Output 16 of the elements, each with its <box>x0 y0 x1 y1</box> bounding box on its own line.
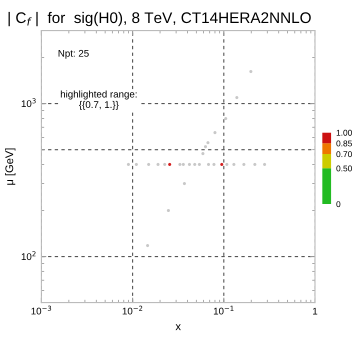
y-tick-label: 10$^{2}$ <box>22 251 36 260</box>
annotation: highlighted range: {{0.7, 1.}} <box>60 90 137 110</box>
color-bar-label: 1.00 <box>336 130 352 136</box>
x-tick-label: 10$^{−3}$ <box>31 306 52 315</box>
x-tick-label: 1 <box>313 308 318 315</box>
y-axis-title: μ [GeV] <box>5 148 16 185</box>
x-tick-label: 10$^{−1}$ <box>214 306 234 315</box>
x-axis-title: x <box>176 324 181 330</box>
chart-title: | C$_{f}$ | for sig(H0), 8 TeV, CT14HERA2NNLO <box>8 12 311 26</box>
annotation: Npt: 25 <box>58 50 89 59</box>
x-tick-label: 10$^{−2}$ <box>122 306 142 315</box>
color-bar-label: 0.50 <box>336 166 352 172</box>
color-bar-label: 0.85 <box>336 140 352 146</box>
color-bar-label: 0 <box>336 201 340 208</box>
color-bar-label: 0.70 <box>336 151 352 158</box>
y-tick-label: 10$^{3}$ <box>22 98 36 108</box>
